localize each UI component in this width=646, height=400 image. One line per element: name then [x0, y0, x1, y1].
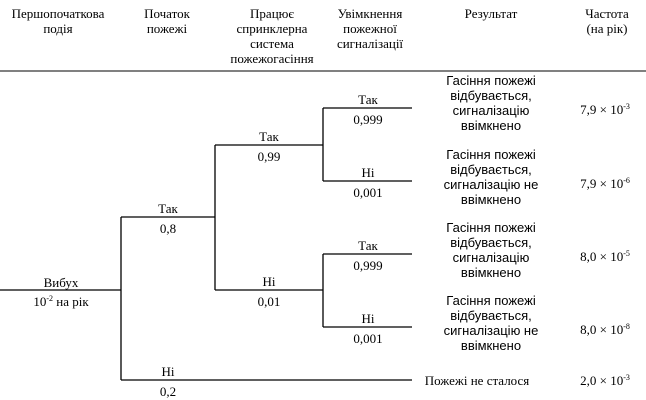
alarm-no-label-2: Ні — [361, 311, 375, 326]
header-result-line-1: Результат — [464, 6, 518, 21]
header-frequency-line-2: (на рік) — [586, 21, 628, 36]
outcome-2-frequency: 7,9 × 10-6 — [580, 176, 630, 191]
outcome-2-result: Гасіння пожежі відбувається, сигналізаці… — [444, 147, 539, 207]
header-alarm-line-3: сигналізації — [336, 36, 404, 51]
outcome-4-result: Гасіння пожежі відбувається, сигналізаці… — [444, 293, 539, 353]
outcome-4-freq-exp: -8 — [623, 322, 630, 331]
outcome-3-freq-exp: -5 — [623, 249, 630, 258]
sprinkler-no-label: Ні — [262, 274, 276, 289]
outcome-1-freq-times: × 10 — [599, 102, 624, 117]
alarm-no-label-1: Ні — [361, 165, 375, 180]
outcome-4-line-3: сигналізацію не — [443, 323, 539, 338]
outcome-5-frequency: 2,0 × 10-3 — [580, 373, 630, 388]
outcome-3-line-2: відбувається, — [450, 235, 532, 250]
outcome-4-freq-times: × 10 — [599, 322, 624, 337]
header-sprinkler-line-3: система — [250, 36, 294, 51]
outcome-2-freq-exp: -6 — [623, 176, 630, 185]
fire-no-prob: 0,2 — [159, 384, 177, 399]
fire-yes-label: Так — [158, 201, 178, 216]
outcome-1-frequency: 7,9 × 10-3 — [580, 102, 630, 117]
alarm-no-prob-1: 0,001 — [353, 185, 383, 200]
outcome-4-freq-mantissa: 8,0 — [580, 322, 597, 337]
outcome-3-frequency: 8,0 × 10-5 — [580, 249, 630, 264]
header-alarm-line-2: пожежної — [343, 21, 397, 36]
header-fire-start-line-1: Початок — [144, 6, 190, 21]
outcome-3-freq-times: × 10 — [599, 249, 624, 264]
outcome-2-line-2: відбувається, — [450, 162, 532, 177]
outcome-1-line-3: сигналізацію — [452, 103, 530, 118]
outcome-1-line-4: ввімкнено — [460, 118, 522, 133]
alarm-yes-prob-2: 0,999 — [353, 258, 383, 273]
alarm-yes-label-2: Так — [358, 238, 378, 253]
alarm-yes-prob-1: 0,999 — [353, 112, 383, 127]
sprinkler-yes-label: Так — [259, 129, 279, 144]
sprinkler-no-prob: 0,01 — [257, 294, 281, 309]
header-frequency-line-1: Частота — [585, 6, 629, 21]
header-result: Результат — [465, 6, 518, 21]
initiating-event-name: Вибух — [43, 275, 79, 290]
header-initiating-event-line-1: Першопочаткова — [11, 6, 105, 21]
alarm-yes-label-1: Так — [358, 92, 378, 107]
outcome-4-line-4: ввімкнено — [460, 338, 522, 353]
header-alarm: Увімкнення пожежної сигналізації — [337, 6, 403, 51]
outcome-5-freq-mantissa: 2,0 — [580, 373, 597, 388]
initiating-event-freq-base: 10 — [33, 294, 47, 309]
outcome-2-line-1: Гасіння пожежі — [446, 147, 536, 162]
outcome-4-line-2: відбувається, — [450, 308, 532, 323]
sprinkler-yes-prob: 0,99 — [257, 149, 281, 164]
outcome-3-result: Гасіння пожежі відбувається, сигналізаці… — [446, 220, 535, 280]
outcome-2-line-4: ввімкнено — [460, 192, 522, 207]
outcome-3-line-4: ввімкнено — [460, 265, 522, 280]
fire-yes-prob: 0,8 — [159, 221, 177, 236]
outcome-3-freq-mantissa: 8,0 — [580, 249, 597, 264]
outcome-5-line-1: Пожежі не сталося — [424, 373, 530, 388]
outcome-5-result: Пожежі не сталося — [425, 373, 530, 388]
outcome-1-freq-exp: -3 — [623, 102, 630, 111]
outcome-1-freq-mantissa: 7,9 — [580, 102, 597, 117]
header-sprinkler-line-1: Працює — [250, 6, 294, 21]
header-frequency: Частота (на рік) — [585, 6, 628, 36]
outcome-3-line-1: Гасіння пожежі — [446, 220, 536, 235]
outcome-1-line-2: відбувається, — [450, 88, 532, 103]
header-sprinkler: Працює спринклерна система пожежогасіння — [230, 6, 313, 66]
outcome-2-freq-times: × 10 — [599, 176, 624, 191]
outcome-1-result: Гасіння пожежі відбувається, сигналізаці… — [446, 73, 535, 133]
header-fire-start-line-2: пожежі — [146, 21, 188, 36]
alarm-no-prob-2: 0,001 — [353, 331, 383, 346]
initiating-event-frequency: 10-2 на рік — [33, 294, 88, 309]
fire-no-label: Ні — [161, 364, 175, 379]
outcome-4-line-1: Гасіння пожежі — [446, 293, 536, 308]
header-alarm-line-1: Увімкнення — [337, 6, 403, 21]
outcome-5-freq-exp: -3 — [623, 373, 630, 382]
header-sprinkler-line-2: спринклерна — [236, 21, 308, 36]
initiating-event-freq-exp: -2 — [46, 294, 54, 303]
initiating-event-freq-unit: на рік — [53, 294, 89, 309]
outcome-2-freq-mantissa: 7,9 — [580, 176, 597, 191]
outcome-3-line-3: сигналізацію — [452, 250, 530, 265]
outcome-5-freq-times: × 10 — [599, 373, 624, 388]
header-initiating-event: Першопочаткова подія — [12, 6, 105, 36]
header-fire-start: Початок пожежі — [144, 6, 190, 36]
outcome-1-line-1: Гасіння пожежі — [446, 73, 536, 88]
header-sprinkler-line-4: пожежогасіння — [230, 51, 314, 66]
outcome-4-frequency: 8,0 × 10-8 — [580, 322, 630, 337]
outcome-2-line-3: сигналізацію не — [443, 177, 539, 192]
header-initiating-event-line-2: подія — [43, 21, 73, 36]
